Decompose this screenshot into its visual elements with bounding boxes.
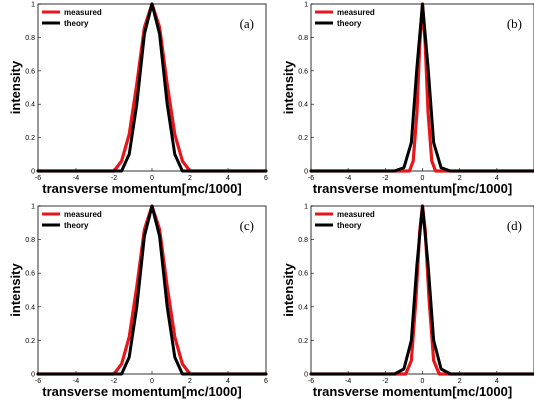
plot-frame <box>37 3 267 172</box>
x-axis-title: transverse momentum[mc/1000] <box>42 384 241 399</box>
y-tick-label: 0.8 <box>298 237 308 244</box>
plot-frame <box>310 3 534 172</box>
y-tick-label: 0.8 <box>25 35 35 42</box>
x-axis-title: transverse momentum[mc/1000] <box>313 181 512 196</box>
x-tick-label: -6 <box>35 378 41 385</box>
x-tick-label: 6 <box>264 378 268 385</box>
legend-label-theory: theory <box>337 221 362 230</box>
x-tick-label: 0 <box>150 175 154 182</box>
y-tick-label: 0.6 <box>298 271 308 278</box>
x-tick-label: 0 <box>150 378 154 385</box>
x-tick-label: -2 <box>111 378 117 385</box>
legend: measured theory <box>42 8 102 28</box>
x-tick-label: 2 <box>188 175 192 182</box>
x-tick-label: -6 <box>35 175 41 182</box>
x-tick-label: 2 <box>458 378 462 385</box>
y-tick-label: 0.4 <box>298 304 308 311</box>
panel-label: (b) <box>507 16 522 31</box>
x-tick-label: 4 <box>495 175 499 182</box>
y-tick-label: 0.2 <box>298 135 308 142</box>
x-tick-label: -2 <box>382 175 388 182</box>
x-tick-label: -6 <box>308 378 314 385</box>
series-line-theory <box>309 204 534 376</box>
x-tick-label: -4 <box>345 378 351 385</box>
x-axis-title: transverse momentum[mc/1000] <box>42 181 241 196</box>
panel-b: 0 0.2 0.4 0.6 0.8 1 -6 -4 -2 0 2 4 measured theory (b)… <box>281 2 534 196</box>
plot-frame <box>310 205 534 375</box>
x-tick-label: -2 <box>111 175 117 182</box>
legend-label-theory: theory <box>64 19 89 28</box>
y-tick-label: 0.8 <box>298 35 308 42</box>
panel-label: (d) <box>507 218 522 233</box>
y-axis-title: intensity <box>8 60 23 114</box>
y-tick-label: 1 <box>304 2 308 9</box>
x-tick-label: 4 <box>226 175 230 182</box>
x-tick-label: -2 <box>382 378 388 385</box>
legend-label-theory: theory <box>64 221 89 230</box>
y-axis-title: intensity <box>8 263 23 317</box>
y-tick-label: 0.8 <box>25 237 35 244</box>
y-tick-label: 0 <box>304 372 308 379</box>
plot-frame <box>37 205 267 375</box>
y-tick-label: 0.2 <box>298 338 308 345</box>
x-tick-label: -4 <box>73 378 79 385</box>
x-tick-label: 6 <box>264 175 268 182</box>
legend: measured theory <box>315 8 375 28</box>
x-tick-label: -6 <box>308 175 314 182</box>
y-axis-title: intensity <box>281 263 296 317</box>
y-tick-label: 0 <box>31 372 35 379</box>
legend: measured theory <box>315 210 375 230</box>
legend-label-measured: measured <box>337 210 375 219</box>
legend-label-measured: measured <box>337 8 375 17</box>
y-tick-label: 0 <box>304 169 308 176</box>
legend-label-measured: measured <box>64 210 102 219</box>
y-tick-label: 0.6 <box>298 68 308 75</box>
panel-a: 0 0.2 0.4 0.6 0.8 1 -6 -4 -2 0 2 4 6 measured theory (a… <box>8 2 268 197</box>
y-tick-label: 0 <box>31 169 35 176</box>
x-tick-label: 4 <box>226 378 230 385</box>
y-tick-label: 0.2 <box>25 338 35 345</box>
panel-label: (a) <box>240 16 254 31</box>
x-tick-label: 2 <box>188 378 192 385</box>
y-tick-label: 1 <box>304 204 308 211</box>
x-tick-label: 0 <box>421 175 425 182</box>
x-tick-label: 0 <box>421 378 425 385</box>
y-tick-label: 0.2 <box>25 135 35 142</box>
legend-label-measured: measured <box>64 8 102 17</box>
y-axis-title: intensity <box>281 60 296 114</box>
x-tick-label: 2 <box>458 175 462 182</box>
series-line-theory <box>36 2 268 173</box>
series-line-theory <box>309 2 534 173</box>
series-line-theory <box>36 204 268 376</box>
x-axis-title: transverse momentum[mc/1000] <box>313 384 512 399</box>
y-tick-label: 1 <box>31 2 35 9</box>
x-tick-label: -4 <box>345 175 351 182</box>
y-tick-label: 0.4 <box>25 304 35 311</box>
y-tick-label: 0.4 <box>298 102 308 109</box>
legend-label-theory: theory <box>337 19 362 28</box>
panel-d: 0 0.2 0.4 0.6 0.8 1 -6 -4 -2 0 2 4 measured theory (d)… <box>281 204 534 399</box>
panel-c: 0 0.2 0.4 0.6 0.8 1 -6 -4 -2 0 2 4 6 measured theory (c… <box>8 204 268 400</box>
x-tick-label: -4 <box>73 175 79 182</box>
y-tick-label: 0.6 <box>25 271 35 278</box>
x-tick-label: 4 <box>495 378 499 385</box>
y-tick-label: 0.6 <box>25 68 35 75</box>
y-tick-label: 1 <box>31 204 35 211</box>
panel-label: (c) <box>240 218 254 233</box>
y-tick-label: 0.4 <box>25 102 35 109</box>
legend: measured theory <box>42 210 102 230</box>
